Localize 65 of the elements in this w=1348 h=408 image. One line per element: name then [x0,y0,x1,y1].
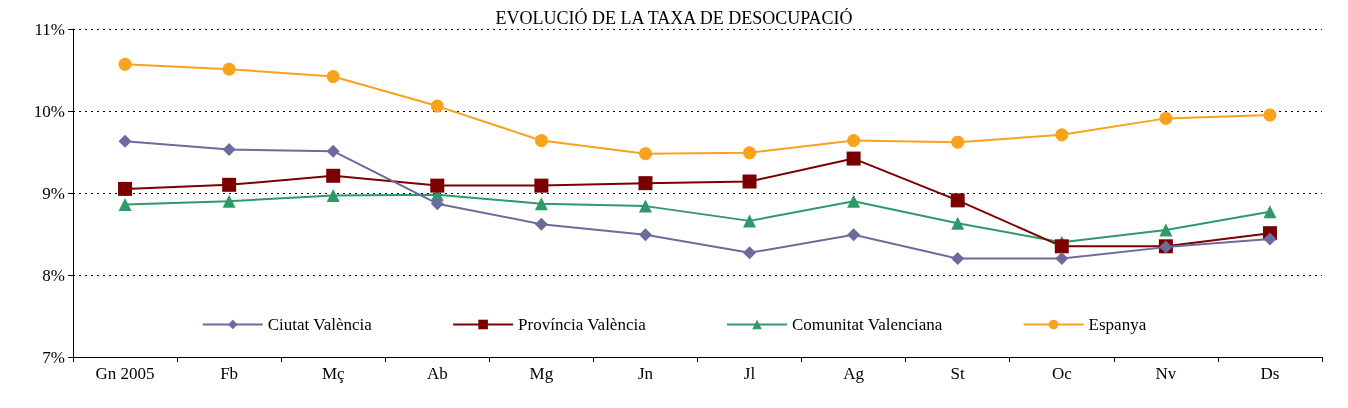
x-tick-label: Jl [743,364,756,383]
point [118,134,132,148]
point [847,228,861,242]
y-tick-label: 9% [42,183,65,203]
point [326,188,340,202]
x-tick-label: Oc [1051,364,1073,383]
point [222,177,237,192]
chart-title: EVOLUCIÓ DE LA TAXA DE DESOCUPACIÓ [495,7,853,28]
x-tick-label: Ds [1260,364,1280,383]
point [743,146,757,160]
point [1055,128,1069,142]
x-tick-label: St [950,364,966,383]
point [222,62,236,76]
point [118,197,132,211]
legend-label: Ciutat València [267,315,373,334]
point [951,252,965,266]
point [326,70,340,84]
point [118,57,132,71]
point [326,144,340,158]
x-tick-label: Ab [426,364,448,383]
x-tick-label: Ag [843,364,865,383]
point [950,193,965,208]
y-tick-label: 11% [34,19,65,39]
legend-label: Comunitat Valenciana [792,315,943,334]
point [430,178,445,193]
point [1159,223,1173,237]
x-tick-label: Mg [529,364,554,383]
point [1054,239,1069,254]
point [1263,108,1277,122]
point [534,197,548,211]
point [1159,111,1173,125]
point [847,134,861,148]
point [1055,252,1069,266]
point [430,197,444,211]
point [743,246,757,260]
x-tick-label: Mç [321,364,345,383]
point [638,228,652,242]
y-tick-label: 10% [33,101,65,121]
point [326,168,341,183]
point [118,181,133,196]
point [534,178,549,193]
point [847,194,861,208]
point [222,194,236,208]
x-tick-label: Fb [220,364,239,383]
legend-label: Província València [518,315,647,334]
point [743,214,757,228]
x-tick-label: Nv [1155,364,1177,383]
x-tick-label: Jn [637,364,654,383]
point [951,216,965,230]
y-tick-label: 8% [42,265,65,285]
point [534,134,548,148]
point [638,176,653,191]
point [742,174,757,189]
point [430,99,444,113]
y-tick-label: 7% [42,347,65,367]
legend-label: Espanya [1088,315,1147,334]
point [1263,232,1277,246]
point [951,135,965,149]
point [638,147,652,161]
point [1263,205,1277,219]
point [534,217,548,231]
point [638,199,652,213]
point [846,151,861,166]
point [222,143,236,157]
x-tick-label: Gn 2005 [95,364,155,383]
